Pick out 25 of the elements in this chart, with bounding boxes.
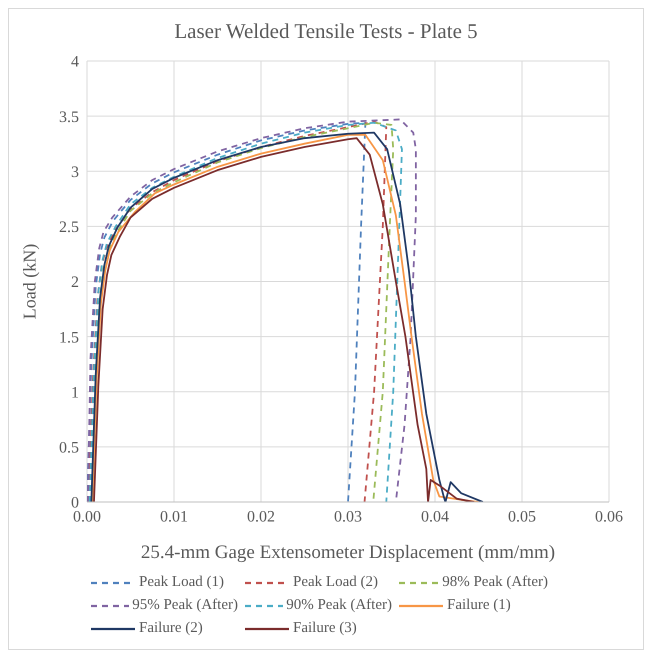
y-tick-label: 3.5 [59,108,79,126]
x-tick-label: 0.06 [595,508,623,526]
legend-label: 90% Peak (After) [286,597,392,614]
y-tick-label: 0.5 [59,440,79,457]
legend-label: 95% Peak (After) [132,597,238,614]
x-axis-title: 25.4-mm Gage Extensometer Displacement (mm/mm) [140,542,556,563]
legend-label: Peak Load (2) [293,574,378,591]
x-tick-label: 0.04 [421,508,449,526]
x-tick-label: 0.01 [160,508,188,526]
legend-label: Peak Load (1) [139,574,224,591]
legend-label: Failure (3) [293,620,357,637]
y-tick-label: 2 [71,274,79,292]
x-tick-label: 0.03 [334,508,362,526]
y-tick-label: 4 [71,54,79,71]
legend-label: Failure (2) [139,620,203,637]
x-tick-label: 0.02 [247,508,275,526]
legend-label: 98% Peak (After) [442,574,548,591]
x-tick-label: 0.05 [508,508,536,526]
y-tick-label: 3 [71,164,79,181]
legend-label: Failure (1) [447,597,511,614]
y-axis-title: Load (kN) [19,244,40,320]
y-tick-label: 1 [71,384,79,402]
y-tick-label: 1.5 [59,329,79,346]
chart-title: Laser Welded Tensile Tests - Plate 5 [173,18,479,45]
y-tick-label: 2.5 [59,219,79,236]
